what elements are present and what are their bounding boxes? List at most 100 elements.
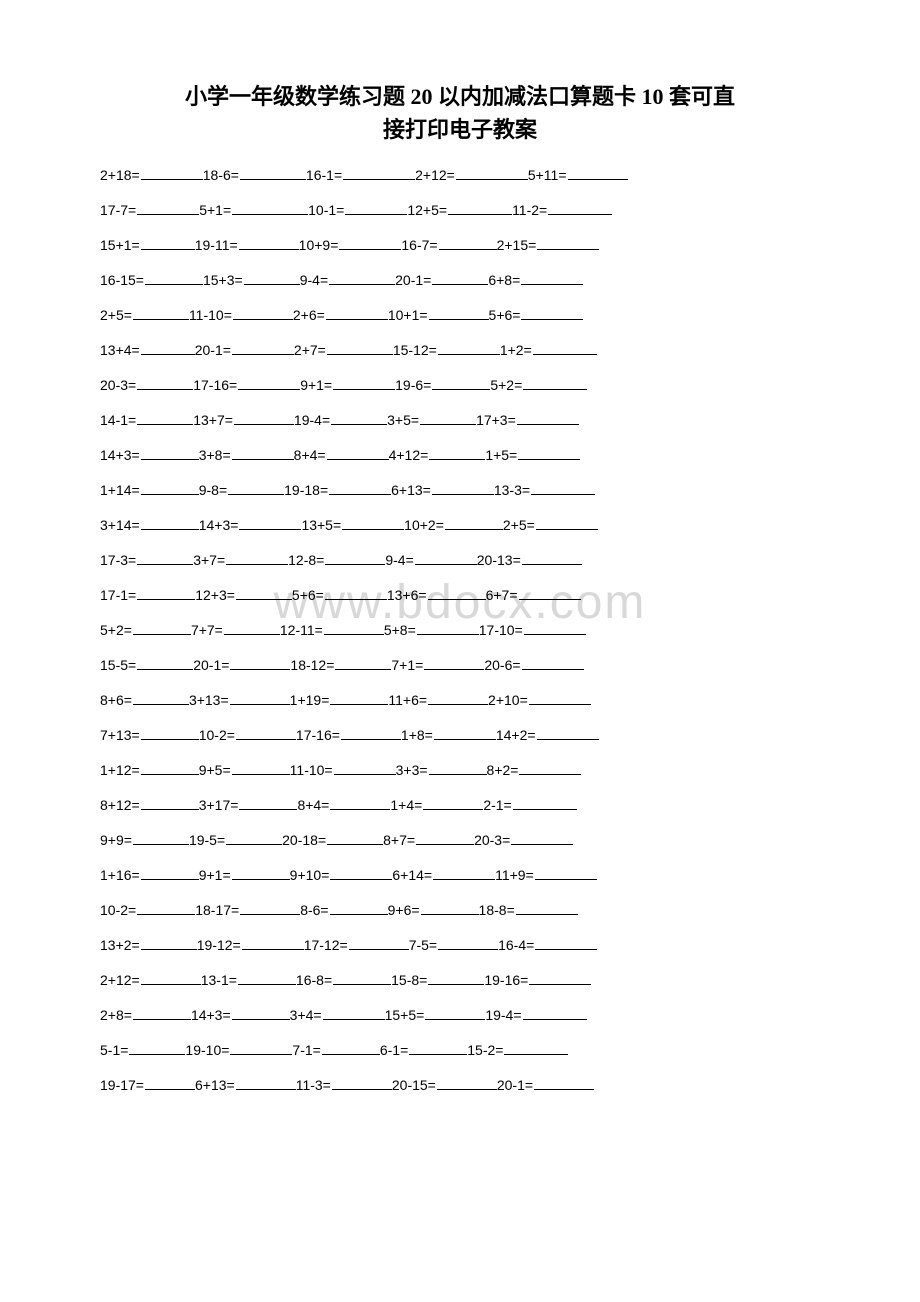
expression: 13+2=: [100, 937, 140, 953]
answer-blank: [141, 796, 199, 810]
expression: 2+6=: [293, 307, 325, 323]
expression: 11+6=: [388, 692, 427, 708]
problem-item: 19-17=: [100, 1076, 195, 1093]
answer-blank: [434, 726, 496, 740]
expression: 20-1=: [193, 657, 229, 673]
answer-blank: [330, 901, 388, 915]
problem-item: 16-15=: [100, 271, 203, 288]
answer-blank: [141, 341, 195, 355]
problem-item: 3+4=: [290, 1006, 385, 1023]
problem-item: 8-6=: [300, 901, 387, 918]
problem-item: 7+1=: [391, 656, 484, 673]
answer-blank: [244, 271, 300, 285]
answer-blank: [226, 551, 288, 565]
expression: 2+5=: [100, 307, 132, 323]
problem-item: 10+1=: [388, 306, 489, 323]
answer-blank: [137, 656, 193, 670]
expression: 11+9=: [495, 867, 534, 883]
answer-blank: [141, 481, 199, 495]
expression: 9+9=: [100, 832, 132, 848]
expression: 19-4=: [294, 412, 330, 428]
problem-item: 20-1=: [193, 656, 290, 673]
answer-blank: [141, 166, 203, 180]
expression: 2+12=: [415, 167, 455, 183]
expression: 2+15=: [497, 237, 537, 253]
problem-item: 17-7=: [100, 201, 199, 218]
problem-row: 9+9=19-5=20-18=8+7=20-3=: [100, 831, 820, 866]
problem-row: 1+14=9-8=19-18=6+13=13-3=: [100, 481, 820, 516]
expression: 13+6=: [387, 587, 427, 603]
problem-item: 18-8=: [479, 901, 578, 918]
problem-item: 7-5=: [409, 936, 498, 953]
expression: 9+10=: [290, 867, 330, 883]
answer-blank: [417, 621, 479, 635]
answer-blank: [423, 796, 483, 810]
expression: 8+6=: [100, 692, 132, 708]
answer-blank: [236, 586, 292, 600]
problem-item: 1+19=: [290, 691, 389, 708]
problem-row: 13+2=19-12=17-12=7-5=16-4=: [100, 936, 820, 971]
answer-blank: [335, 656, 391, 670]
problem-item: 14+2=: [496, 726, 599, 743]
answer-blank: [333, 376, 395, 390]
expression: 12-8=: [288, 552, 324, 568]
answer-blank: [537, 726, 599, 740]
problem-item: 19-10=: [185, 1041, 292, 1058]
answer-blank: [232, 446, 294, 460]
answer-blank: [325, 551, 385, 565]
answer-blank: [137, 901, 195, 915]
problem-item: 14+3=: [191, 1006, 290, 1023]
problem-item: 9-8=: [199, 481, 284, 498]
answer-blank: [519, 761, 581, 775]
problem-item: 9-4=: [385, 551, 476, 568]
expression: 1+16=: [100, 867, 140, 883]
answer-blank: [518, 446, 580, 460]
problem-item: 9+1=: [199, 866, 290, 883]
answer-blank: [519, 586, 581, 600]
expression: 14+2=: [496, 727, 536, 743]
problem-item: 16-1=: [306, 166, 415, 183]
answer-blank: [137, 586, 195, 600]
expression: 1+5=: [485, 447, 517, 463]
expression: 7-5=: [409, 937, 437, 953]
expression: 10-2=: [100, 902, 136, 918]
problem-item: 7+7=: [191, 621, 280, 638]
expression: 14+3=: [199, 517, 239, 533]
problem-item: 11+6=: [388, 691, 488, 708]
answer-blank: [504, 1041, 568, 1055]
problem-item: 1+14=: [100, 481, 199, 498]
expression: 3+5=: [387, 412, 419, 428]
problem-item: 7+13=: [100, 726, 199, 743]
problem-row: 1+16=9+1=9+10=6+14=11+9=: [100, 866, 820, 901]
expression: 7+13=: [100, 727, 140, 743]
problem-item: 15-12=: [393, 341, 500, 358]
answer-blank: [145, 1076, 195, 1090]
problem-item: 17-12=: [304, 936, 409, 953]
problem-item: 20-6=: [484, 656, 583, 673]
answer-blank: [141, 446, 199, 460]
answer-blank: [239, 796, 297, 810]
problem-item: 19-16=: [484, 971, 591, 988]
expression: 8+12=: [100, 797, 140, 813]
expression: 17-16=: [193, 377, 237, 393]
expression: 10-2=: [199, 727, 235, 743]
expression: 17-16=: [296, 727, 340, 743]
expression: 7+7=: [191, 622, 223, 638]
problem-item: 8+7=: [383, 831, 474, 848]
problem-row: 7+13=10-2=17-16=1+8=14+2=: [100, 726, 820, 761]
expression: 5+11=: [528, 167, 567, 183]
problem-item: 9+1=: [300, 376, 395, 393]
answer-blank: [137, 201, 199, 215]
problem-item: 12-11=: [280, 621, 384, 638]
answer-blank: [428, 586, 486, 600]
answer-blank: [523, 1006, 587, 1020]
answer-blank: [429, 761, 487, 775]
problem-item: 12+5=: [407, 201, 512, 218]
answer-blank: [137, 551, 193, 565]
expression: 17-10=: [479, 622, 523, 638]
expression: 15+1=: [100, 237, 140, 253]
expression: 19-10=: [185, 1042, 229, 1058]
problem-item: 10-2=: [199, 726, 296, 743]
expression: 6-1=: [380, 1042, 408, 1058]
answer-blank: [234, 411, 294, 425]
